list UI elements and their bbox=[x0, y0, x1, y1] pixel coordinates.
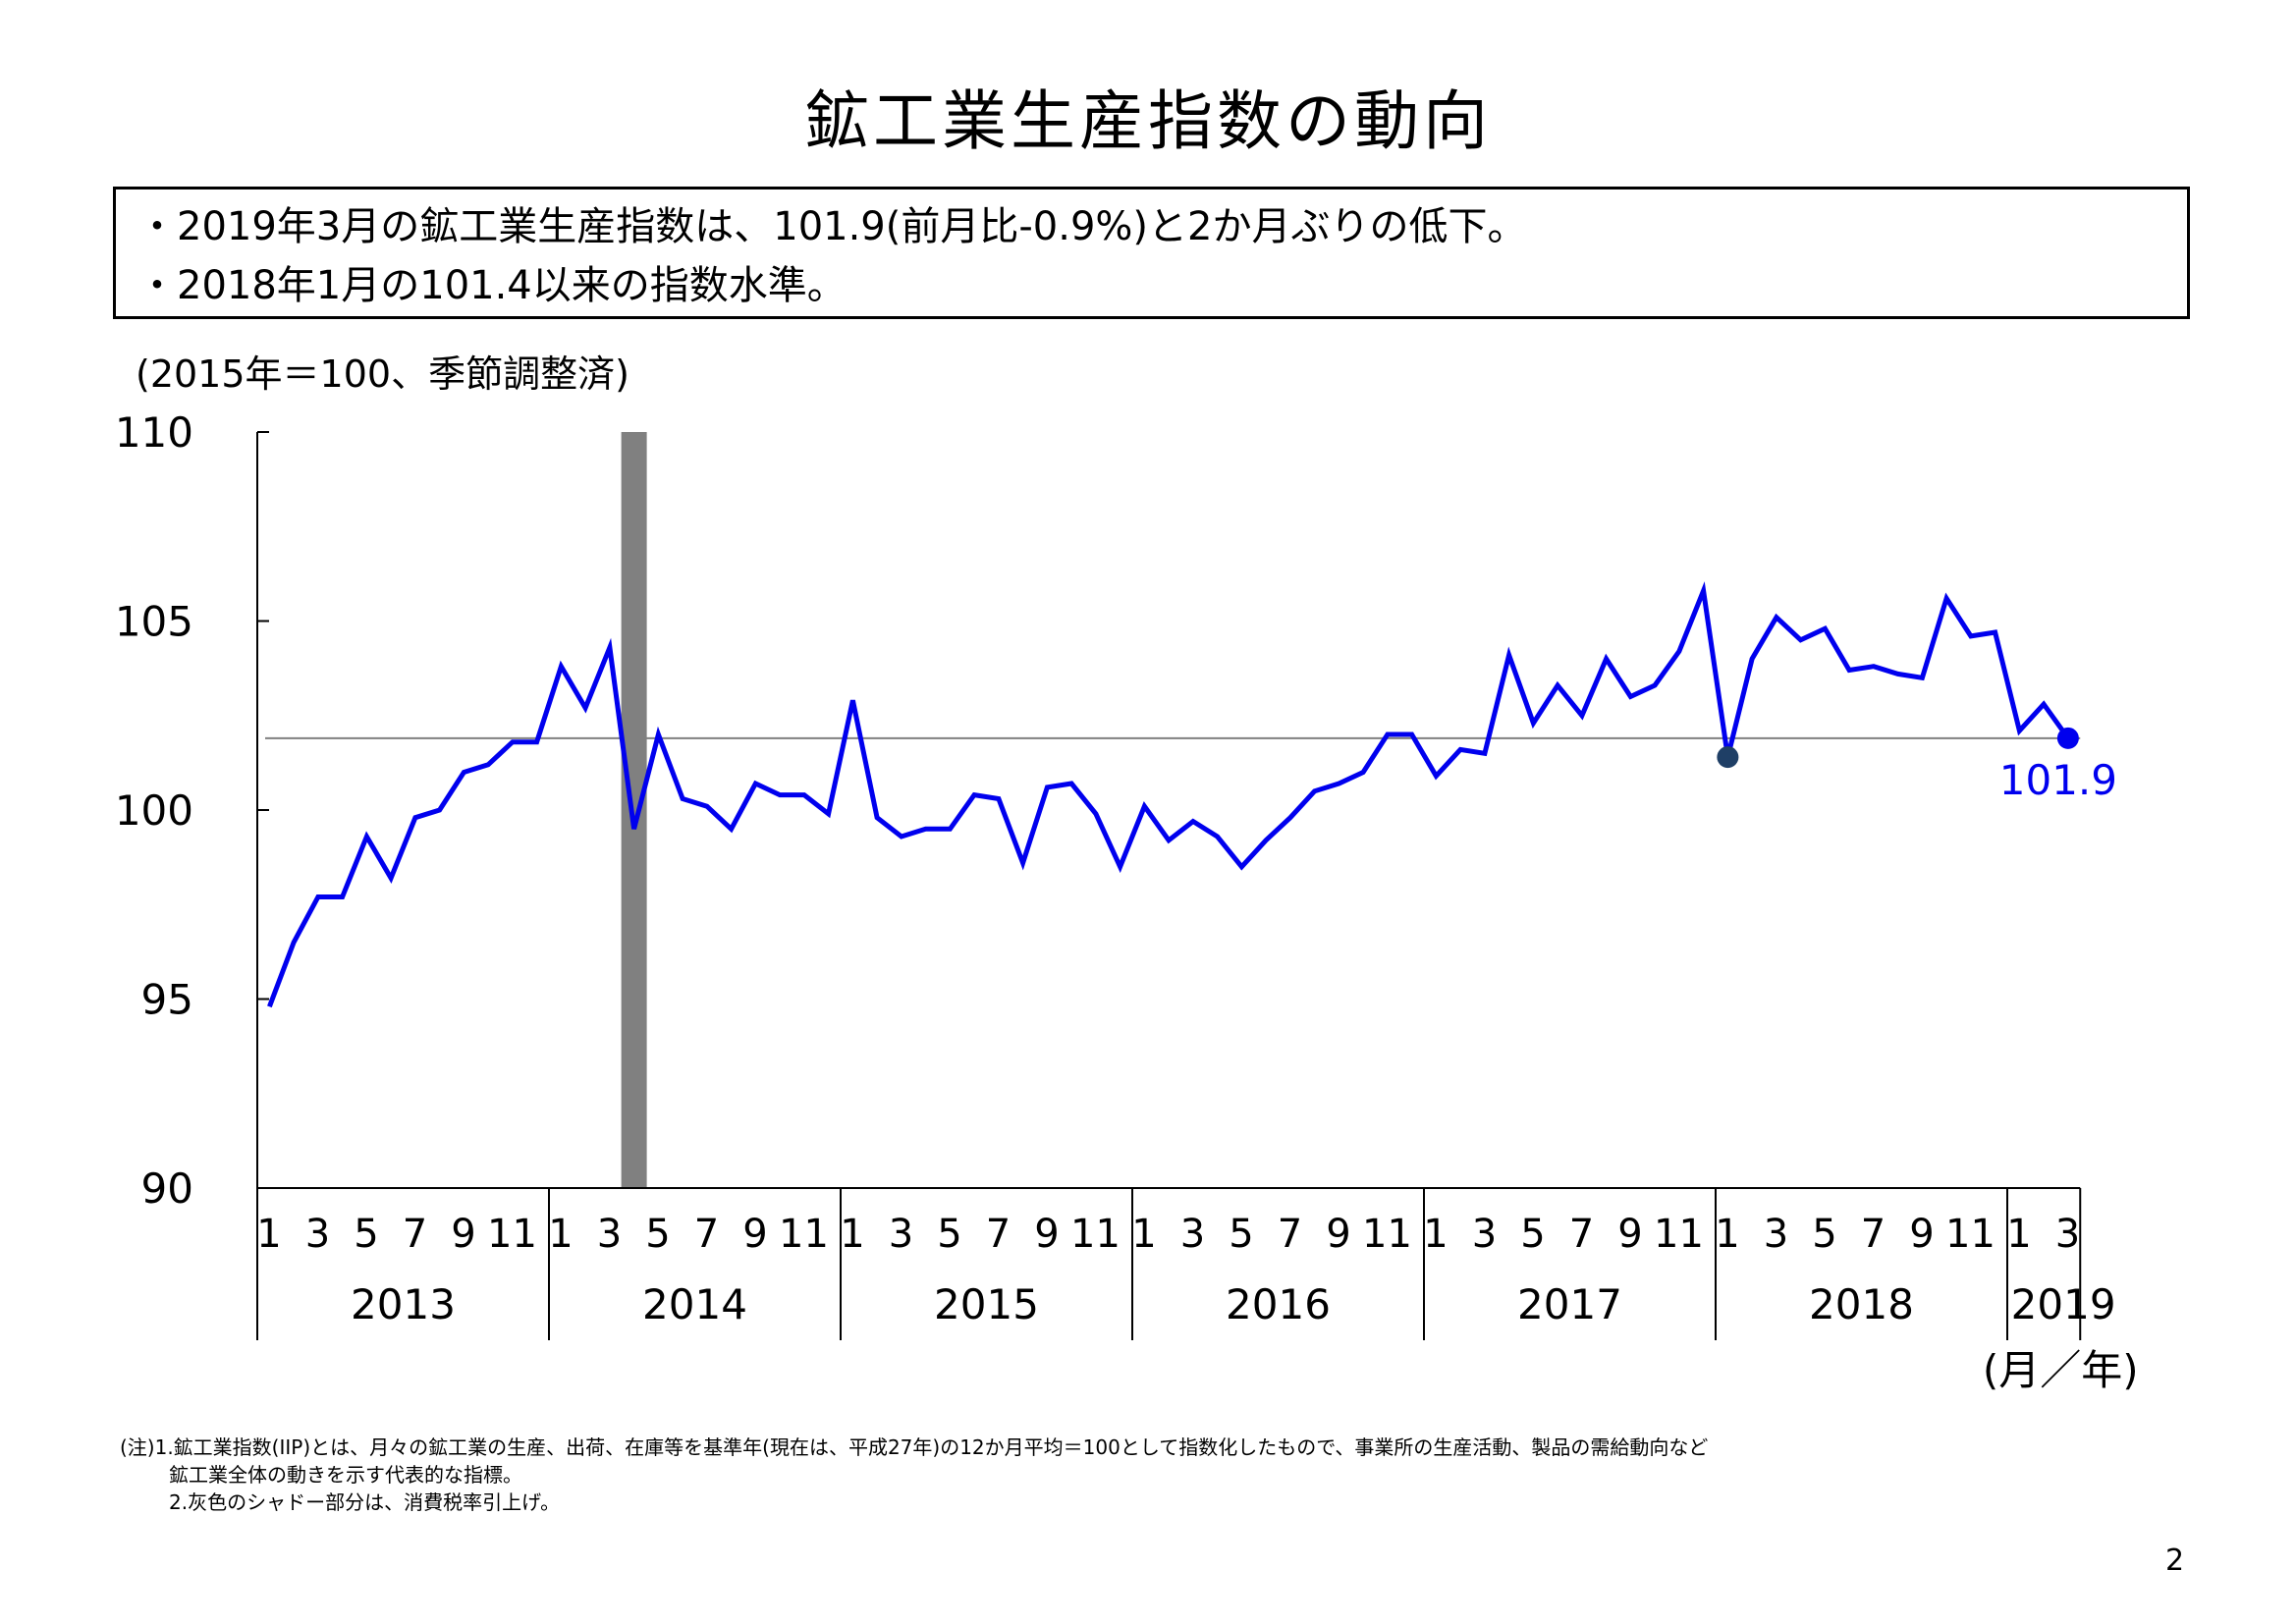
unit-note: (2015年＝100、季節調整済) bbox=[136, 352, 629, 396]
y-tick-label-95: 95 bbox=[141, 976, 193, 1024]
month-tick-label: 9 bbox=[1326, 1212, 1350, 1257]
month-tick-label: 9 bbox=[451, 1212, 475, 1257]
page-title: 鉱工業生産指数の動向 bbox=[804, 83, 1492, 159]
summary-line-2: ・2018年1月の101.4以来の指数水準。 bbox=[137, 263, 847, 308]
series-line-0 bbox=[267, 581, 2070, 1008]
footnote-line-3: 2.灰色のシャドー部分は、消費税率引上げ。 bbox=[169, 1490, 561, 1514]
month-tick-label: 3 bbox=[889, 1212, 913, 1257]
footnote: (注)1.鉱工業指数(IIP)とは、月々の鉱工業の生産、出荷、在庫等を基準年(現… bbox=[120, 1434, 1708, 1516]
month-tick-label: 5 bbox=[354, 1212, 378, 1257]
y-tick-label-105: 105 bbox=[115, 598, 193, 646]
year-label-2018: 2018 bbox=[1809, 1280, 1914, 1328]
x-axis-unit-label: (月／年) bbox=[1983, 1346, 2139, 1394]
month-tick-label: 3 bbox=[1764, 1212, 1788, 1257]
month-tick-label: 3 bbox=[305, 1212, 330, 1257]
month-tick-label: 1 bbox=[1423, 1212, 1448, 1257]
y-tick-label-110: 110 bbox=[115, 408, 193, 457]
month-tick-label: 1 bbox=[256, 1212, 281, 1257]
month-tick-label: 11 bbox=[779, 1212, 829, 1257]
year-label-2019: 2019 bbox=[2011, 1280, 2116, 1328]
month-tick-label: 7 bbox=[694, 1212, 719, 1257]
highlight-point-2019-03 bbox=[2056, 727, 2079, 749]
month-tick-label: 1 bbox=[1131, 1212, 1156, 1257]
month-tick-label: 1 bbox=[548, 1212, 573, 1257]
month-tick-label: 11 bbox=[1362, 1212, 1412, 1257]
summary-line-1: ・2019年3月の鉱工業生産指数は、101.9(前月比-0.9%)と2か月ぶりの… bbox=[137, 204, 1527, 249]
month-tick-label: 3 bbox=[597, 1212, 622, 1257]
summary-box: ・2019年3月の鉱工業生産指数は、101.9(前月比-0.9%)と2か月ぶりの… bbox=[113, 187, 2190, 319]
month-tick-label: 7 bbox=[1861, 1212, 1886, 1257]
month-tick-label: 7 bbox=[403, 1212, 427, 1257]
page-number: 2 bbox=[2165, 1543, 2185, 1578]
year-label-2013: 2013 bbox=[351, 1280, 456, 1328]
month-tick-label: 3 bbox=[1180, 1212, 1205, 1257]
footnote-line-2: 鉱工業全体の動きを示す代表的な指標。 bbox=[169, 1463, 522, 1487]
highlight-point-2018-01 bbox=[1717, 746, 1739, 769]
month-tick-label: 5 bbox=[937, 1212, 961, 1257]
month-tick-label: 9 bbox=[1909, 1212, 1934, 1257]
y-tick-label-100: 100 bbox=[115, 786, 193, 835]
tax-increase-shade bbox=[621, 432, 647, 1188]
end-value-label: 101.9 bbox=[1999, 756, 2117, 804]
month-tick-label: 7 bbox=[1278, 1212, 1302, 1257]
month-tick-label: 5 bbox=[1812, 1212, 1836, 1257]
y-tick-label-90: 90 bbox=[141, 1164, 193, 1213]
footnote-line-1: (注)1.鉱工業指数(IIP)とは、月々の鉱工業の生産、出荷、在庫等を基準年(現… bbox=[120, 1435, 1709, 1459]
month-tick-label: 5 bbox=[1520, 1212, 1545, 1257]
month-tick-label: 9 bbox=[742, 1212, 767, 1257]
month-tick-label: 9 bbox=[1617, 1212, 1642, 1257]
month-tick-label: 11 bbox=[1654, 1212, 1704, 1257]
year-label-2014: 2014 bbox=[642, 1280, 747, 1328]
month-tick-label: 5 bbox=[645, 1212, 670, 1257]
month-tick-label: 11 bbox=[1945, 1212, 1995, 1257]
month-tick-label: 7 bbox=[986, 1212, 1011, 1257]
month-tick-label: 3 bbox=[1472, 1212, 1497, 1257]
month-tick-label: 9 bbox=[1034, 1212, 1059, 1257]
month-tick-label: 11 bbox=[1070, 1212, 1121, 1257]
year-label-2016: 2016 bbox=[1226, 1280, 1331, 1328]
month-tick-label: 3 bbox=[2055, 1212, 2080, 1257]
month-tick-label: 1 bbox=[840, 1212, 864, 1257]
year-label-2015: 2015 bbox=[934, 1280, 1039, 1328]
month-tick-label: 5 bbox=[1229, 1212, 1253, 1257]
month-tick-label: 1 bbox=[1715, 1212, 1739, 1257]
month-tick-label: 11 bbox=[487, 1212, 537, 1257]
year-label-2017: 2017 bbox=[1517, 1280, 1622, 1328]
month-tick-label: 7 bbox=[1569, 1212, 1594, 1257]
month-tick-label: 1 bbox=[2006, 1212, 2031, 1257]
